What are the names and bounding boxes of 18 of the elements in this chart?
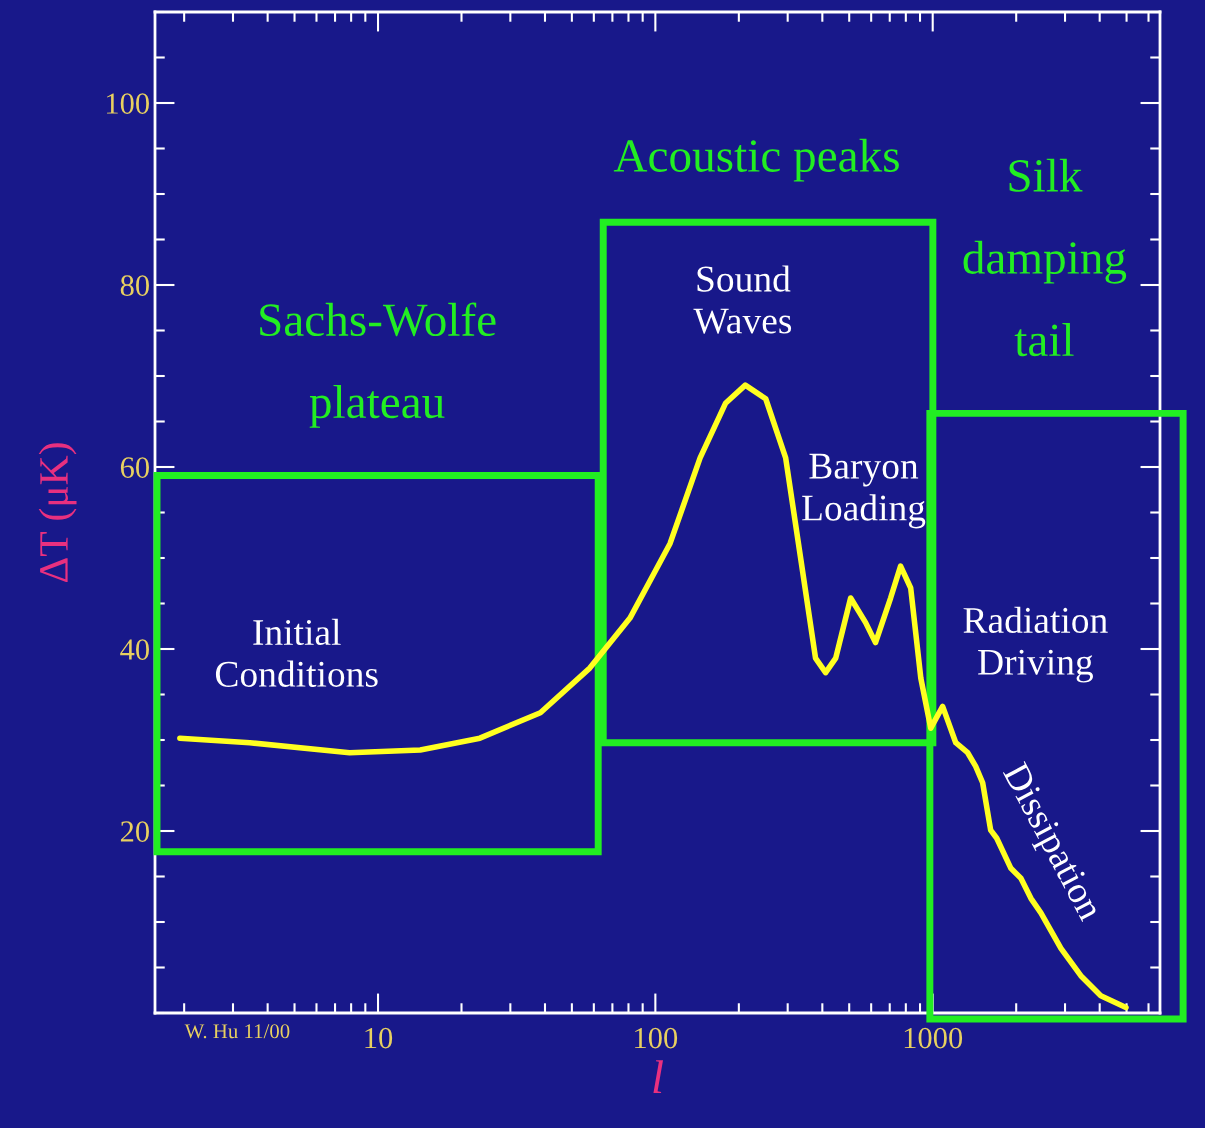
- annotation: Silk damping tail: [963, 158, 1127, 357]
- x-tick-label: 10: [365, 1027, 393, 1049]
- y-tick-label: 20: [120, 821, 149, 842]
- x-tick-label: 100: [635, 1027, 678, 1049]
- x-tick-label: 1000: [904, 1027, 963, 1049]
- y-tick-label: 80: [120, 275, 149, 296]
- annotation: Sachs-Wolfe plateau: [260, 302, 496, 428]
- y-tick-label: 100: [106, 93, 149, 114]
- x-axis-title: l: [653, 1060, 664, 1093]
- annotation: Initial Conditions: [215, 618, 378, 687]
- annotation: Baryon Loading: [802, 453, 926, 529]
- y-tick-label: 40: [120, 639, 149, 660]
- y-tick-label: 60: [120, 457, 149, 478]
- annotation: Radiation Driving: [963, 606, 1108, 683]
- annotation: Sound Waves: [693, 265, 792, 334]
- y-axis-title: ΔT (μK): [38, 443, 77, 582]
- text: W. Hu 11/00: [184, 1024, 290, 1039]
- annotation: Acoustic peaks: [613, 138, 899, 182]
